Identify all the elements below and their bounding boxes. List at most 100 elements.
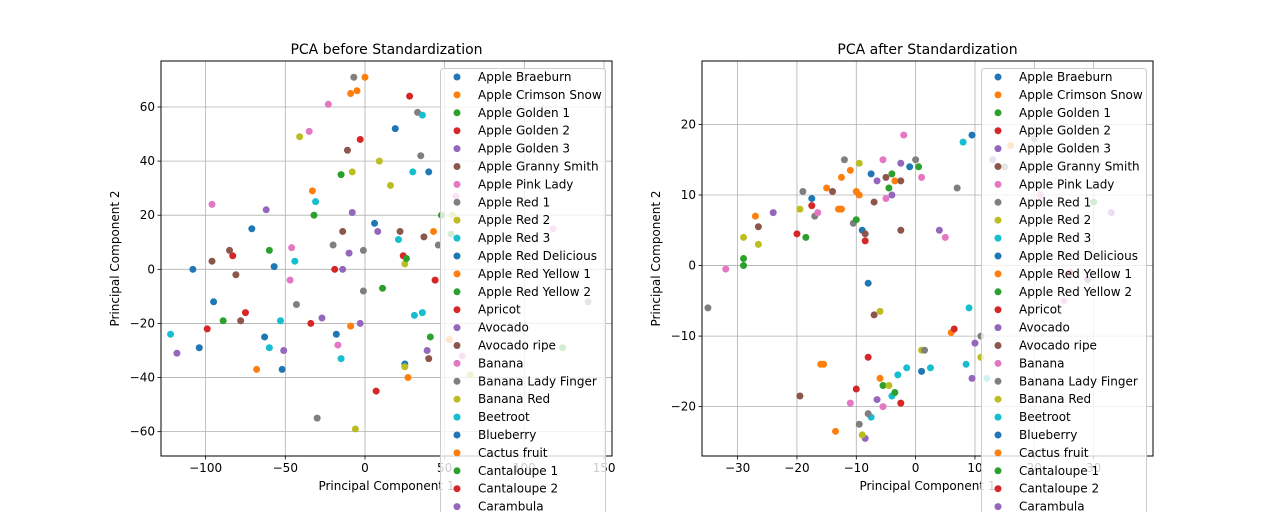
left-data-point [307, 319, 315, 327]
right-legend-marker [994, 449, 1002, 457]
left-data-point [337, 171, 345, 179]
right-data-point [740, 262, 748, 270]
left-legend-entry: Avocado [478, 321, 529, 335]
right-data-point [882, 195, 890, 203]
left-data-point [356, 135, 364, 143]
left-data-point [345, 249, 353, 257]
left-legend-entry: Apple Pink Lady [478, 177, 573, 191]
right-data-point [867, 170, 875, 178]
right-data-point [891, 177, 899, 185]
left-data-point [375, 157, 383, 165]
left-legend-marker [453, 252, 461, 260]
left-x-tick-label: −50 [273, 461, 298, 475]
left-data-point [418, 111, 426, 119]
right-data-point [796, 205, 804, 213]
right-data-point [740, 233, 748, 241]
left-legend-marker [453, 359, 461, 367]
left-legend-entry: Banana [478, 356, 524, 370]
left-legend-frame [440, 68, 606, 512]
left-data-point [426, 333, 434, 341]
right-data-point [870, 198, 878, 206]
right-data-point [885, 184, 893, 192]
left-legend-marker [453, 127, 461, 135]
right-x-tick-label: −30 [725, 461, 750, 475]
left-legend-marker [453, 503, 461, 511]
right-data-point [861, 237, 869, 245]
left-data-point [386, 181, 394, 189]
left-data-point [353, 87, 361, 95]
left-y-tick-label: −40 [130, 371, 155, 385]
right-x-tick-label: 0 [912, 461, 920, 475]
left-y-tick-label: −20 [130, 316, 155, 330]
right-legend-marker [994, 431, 1002, 439]
right-data-point [808, 202, 816, 210]
right-data-point [965, 304, 973, 312]
left-data-point [351, 425, 359, 433]
left-legend-entry: Banana Lady Finger [478, 374, 597, 388]
left-data-point [331, 265, 339, 273]
right-data-point [897, 177, 905, 185]
right-data-point [754, 240, 762, 248]
right-data-point [855, 191, 863, 199]
right-legend-entry: Apple Red Delicious [1019, 249, 1138, 263]
right-data-point [915, 163, 923, 171]
left-y-axis-label: Principal Component 2 [108, 190, 122, 326]
right-legend-marker [994, 467, 1002, 475]
right-axes-frame [701, 60, 1154, 457]
right-legend-entry: Avocado ripe [1019, 339, 1097, 353]
right-data-point [921, 346, 929, 354]
right-y-axis-label: Principal Component 2 [649, 190, 663, 326]
right-data-point [837, 173, 845, 181]
left-data-point [270, 263, 278, 271]
left-data-point [265, 246, 273, 254]
right-data-point [959, 138, 967, 146]
right-legend-marker [994, 109, 1002, 117]
left-data-point [291, 257, 299, 265]
right-legend-marker [994, 288, 1002, 296]
right-legend-marker [994, 234, 1002, 242]
right-data-point [968, 374, 976, 382]
left-legend-entry: Apple Red 1 [478, 195, 550, 209]
left-legend-entry: Apricot [478, 303, 521, 317]
right-data-point [950, 325, 958, 333]
left-data-point [348, 168, 356, 176]
left-data-point [173, 349, 181, 357]
right-y-tick-label: −10 [671, 329, 696, 343]
left-data-point [359, 287, 367, 295]
right-legend-entry: Apple Braeburn [1019, 70, 1112, 84]
right-data-point [888, 170, 896, 178]
left-data-point [339, 227, 347, 235]
left-data-point [286, 276, 294, 284]
right-data-point [864, 279, 872, 287]
right-legend-marker [994, 216, 1002, 224]
right-data-point [855, 159, 863, 167]
right-legend-entry: Apple Golden 2 [1019, 124, 1111, 138]
right-data-point [903, 364, 911, 372]
right-data-point [962, 360, 970, 368]
right-data-point [751, 212, 759, 220]
right-data-point [802, 233, 810, 241]
left-legend-entry: Apple Golden 3 [478, 142, 570, 156]
right-data-point [864, 410, 872, 418]
left-data-point [219, 317, 227, 325]
right-legend-marker [994, 485, 1002, 493]
left-data-point [418, 309, 426, 317]
left-data-point [347, 89, 355, 97]
left-data-point [339, 265, 347, 273]
left-chart-title: PCA before Standardization [290, 42, 482, 58]
left-legend-entry: Beetroot [478, 410, 530, 424]
left-data-point [265, 344, 273, 352]
right-data-point [885, 381, 893, 389]
left-legend-marker [453, 485, 461, 493]
right-y-tick-label: −20 [671, 400, 696, 414]
right-legend-entry: Apple Crimson Snow [1019, 88, 1143, 102]
right-legend-marker [994, 359, 1002, 367]
left-legend-marker [453, 413, 461, 421]
right-data-point [873, 396, 881, 404]
right-data-point [740, 255, 748, 262]
left-legend-marker [453, 270, 461, 278]
left-data-point [410, 311, 418, 319]
left-data-point [420, 233, 428, 241]
right-data-point [894, 371, 902, 379]
